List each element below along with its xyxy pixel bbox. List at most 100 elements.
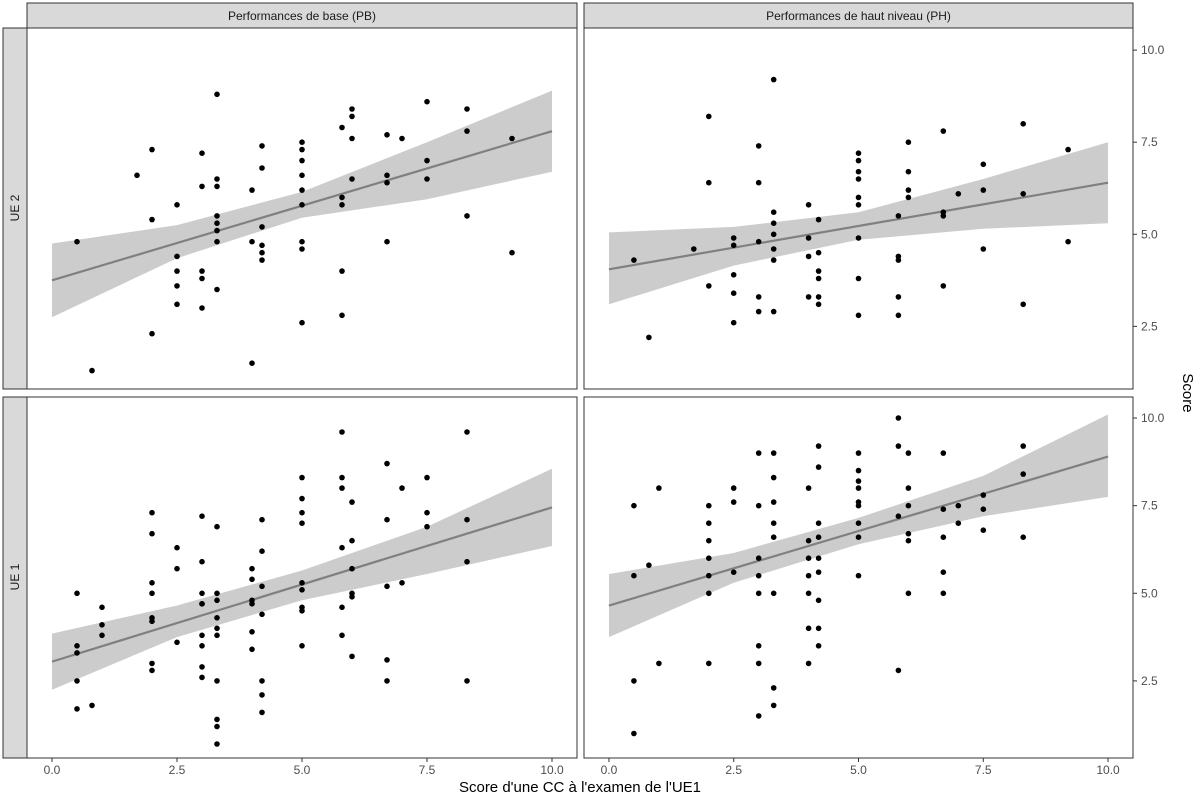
data-point <box>755 660 762 667</box>
panel-4: 0.0 2.5 5.0 7.5 10.0 2.5 5.0 7.5 10.0 <box>583 396 1165 777</box>
data-point <box>214 615 220 621</box>
data-point <box>980 506 987 512</box>
data-point <box>299 139 305 145</box>
data-point <box>299 495 305 502</box>
y-tick-label: 7.5 <box>1141 135 1158 149</box>
data-point <box>656 485 662 491</box>
strip-row-2-label: UE 1 <box>8 563 22 590</box>
data-point <box>199 664 205 670</box>
data-point <box>730 272 737 278</box>
data-point <box>349 113 355 120</box>
data-point <box>706 555 712 561</box>
confidence-band <box>609 142 1108 305</box>
data-point <box>770 499 777 505</box>
data-point <box>299 319 305 326</box>
data-point <box>384 678 390 684</box>
data-point <box>955 191 962 197</box>
data-point <box>339 604 345 611</box>
data-point <box>299 187 305 193</box>
data-point <box>299 509 305 516</box>
data-point <box>755 143 762 149</box>
data-point <box>214 227 220 234</box>
data-point <box>905 590 912 597</box>
data-point <box>755 572 762 579</box>
data-point <box>339 312 345 319</box>
data-point <box>149 618 155 625</box>
data-point <box>805 660 812 667</box>
data-point <box>149 667 155 674</box>
data-point <box>299 246 305 252</box>
strip-col-2 <box>583 2 1134 29</box>
data-point <box>464 678 470 684</box>
data-point <box>299 587 305 593</box>
data-point <box>259 257 265 263</box>
data-point <box>805 537 812 544</box>
data-point <box>174 268 180 274</box>
data-point <box>805 253 812 260</box>
data-point <box>149 590 155 597</box>
data-point <box>895 667 902 674</box>
data-point <box>149 530 155 537</box>
data-point <box>259 165 265 171</box>
data-point <box>755 179 762 186</box>
data-point <box>855 312 862 319</box>
data-point <box>755 555 762 561</box>
data-point <box>74 238 80 245</box>
data-point <box>349 594 355 600</box>
panel-1 <box>26 27 578 390</box>
data-point <box>174 639 180 646</box>
x-tick-label: 2.5 <box>169 763 186 777</box>
y-tick-label: 10.0 <box>1141 43 1165 57</box>
panel-2: 2.5 5.0 7.5 10.0 <box>583 27 1165 390</box>
x-tick-label: 7.5 <box>419 763 436 777</box>
data-point <box>214 213 220 219</box>
data-point <box>631 257 637 263</box>
data-point <box>199 632 205 639</box>
data-point <box>259 692 265 698</box>
data-point <box>339 268 345 274</box>
y-tick-label: 5.0 <box>1141 227 1158 241</box>
data-point <box>214 625 220 632</box>
data-point <box>199 590 205 597</box>
data-point <box>134 172 140 179</box>
data-point <box>249 360 255 367</box>
data-point <box>384 657 390 663</box>
data-point <box>464 429 470 435</box>
data-point <box>855 168 862 175</box>
data-point <box>509 135 515 142</box>
data-point <box>214 183 220 190</box>
y-tick-label: 10.0 <box>1141 411 1165 425</box>
data-point <box>199 601 205 607</box>
data-point <box>199 513 205 519</box>
data-point <box>631 678 637 684</box>
panels-layer: 2.5 5.0 7.5 10.0 0.0 2.5 5.0 7.5 10.0 0.0 2.5 5.0 7.… <box>26 27 1165 777</box>
data-point <box>399 485 405 491</box>
data-point <box>755 713 762 719</box>
data-point <box>755 308 762 315</box>
data-point <box>905 194 912 201</box>
data-point <box>815 249 822 256</box>
data-point <box>424 176 430 182</box>
data-point <box>855 572 862 579</box>
data-point <box>349 653 355 660</box>
data-point <box>339 485 345 491</box>
data-point <box>199 268 205 274</box>
data-point <box>770 220 777 226</box>
data-point <box>855 534 862 540</box>
data-point <box>770 520 777 526</box>
data-point <box>199 183 205 190</box>
data-point <box>755 450 762 456</box>
data-point <box>299 172 305 179</box>
facet-strips: Performances de base (PB) Performances d… <box>2 2 1134 759</box>
data-point <box>770 308 777 315</box>
data-point <box>730 290 737 297</box>
data-point <box>149 216 155 223</box>
data-point <box>955 520 962 526</box>
data-point <box>815 569 822 575</box>
data-point <box>905 187 912 193</box>
data-point <box>249 646 255 653</box>
data-point <box>464 106 470 112</box>
data-point <box>249 187 255 193</box>
data-point <box>770 534 777 540</box>
data-point <box>259 249 265 256</box>
